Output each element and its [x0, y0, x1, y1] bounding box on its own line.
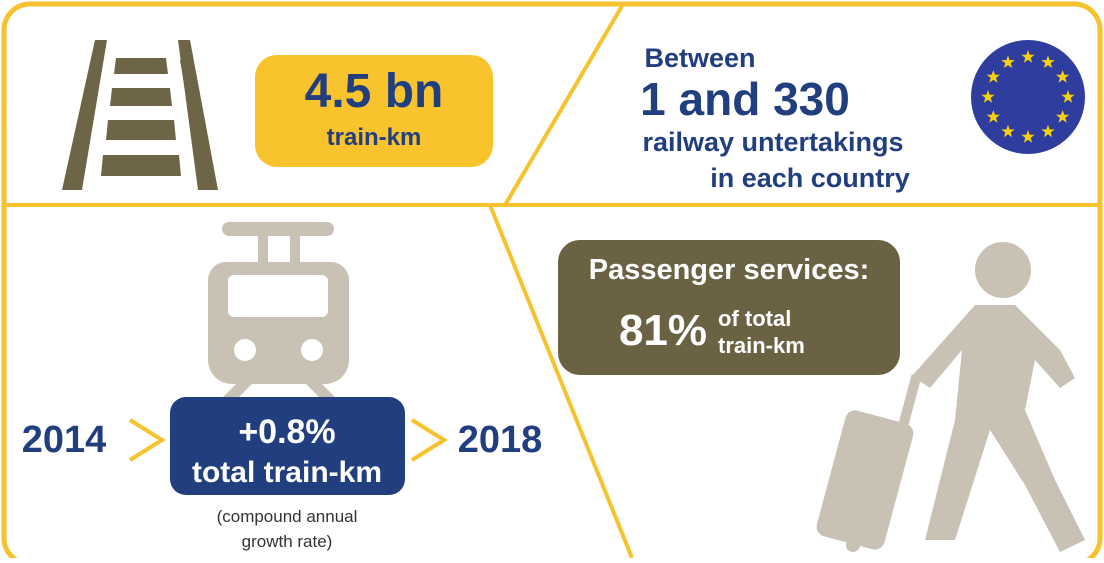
start-year: 2014: [22, 419, 107, 461]
passenger-note: of total: [718, 306, 791, 331]
undertakings-line: in each country: [710, 163, 910, 193]
train-window: [228, 275, 328, 317]
eu-flag: [971, 40, 1085, 154]
undertakings-range: 1 and 330: [640, 73, 850, 125]
undertakings-line: railway untertakings: [642, 127, 903, 157]
train-km-unit: train-km: [327, 124, 422, 151]
divider: [505, 6, 622, 205]
chevron: [130, 420, 162, 460]
chevron: [412, 420, 444, 460]
passenger-value: 81%: [619, 306, 707, 355]
train-light: [301, 339, 323, 361]
infographic: 4.5 bn train-km Between 1 and 330 railwa…: [0, 0, 1104, 558]
passenger-title: Passenger services:: [589, 254, 870, 286]
frame: [4, 4, 1100, 558]
page: 4.5 bn train-km Between 1 and 330 railwa…: [0, 0, 1104, 558]
end-year: 2018: [458, 419, 543, 461]
growth-value: +0.8%: [238, 413, 335, 451]
growth-label: total train-km: [192, 456, 382, 489]
passenger-note: train-km: [718, 333, 805, 358]
train-km-value: 4.5 bn: [305, 65, 444, 118]
train-light: [234, 339, 256, 361]
growth-note: (compound annual: [217, 507, 358, 526]
undertakings-intro: Between: [644, 43, 755, 73]
rail-icon: [62, 40, 218, 190]
growth-note: growth rate): [242, 532, 333, 551]
